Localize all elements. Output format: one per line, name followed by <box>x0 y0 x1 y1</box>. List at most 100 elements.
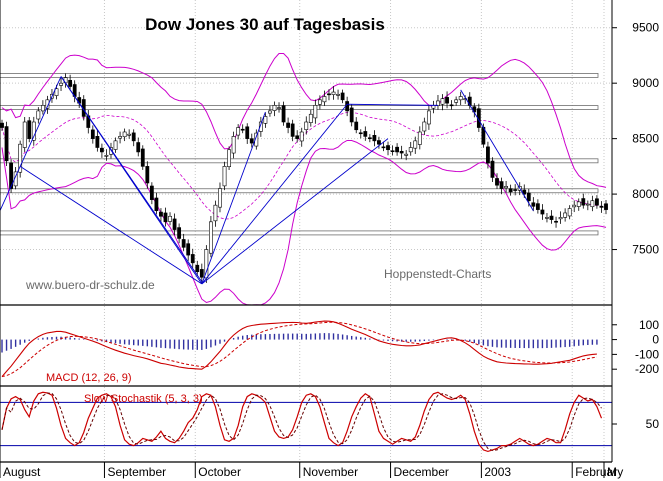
candle-body <box>236 127 241 136</box>
month-label: M <box>607 465 617 479</box>
candle-body <box>54 88 59 96</box>
candle-body <box>209 221 213 254</box>
candle-body <box>218 188 222 208</box>
candle-body <box>299 131 304 142</box>
candle-body <box>172 218 177 230</box>
trend-line <box>201 103 348 285</box>
candle-body <box>454 99 459 103</box>
candle-body <box>222 166 227 187</box>
source-credit: Hoppenstedt-Charts <box>384 267 491 281</box>
candle-body <box>395 146 399 153</box>
candle-body <box>100 147 104 153</box>
macd-tick-label: -100 <box>635 347 659 361</box>
candle-body <box>585 203 590 206</box>
candle-body <box>254 132 259 147</box>
candle-body <box>199 269 204 278</box>
candle-body <box>59 82 63 86</box>
candle-body <box>358 132 363 135</box>
candle-body <box>590 200 595 208</box>
candle-body <box>549 215 554 220</box>
month-label: December <box>394 465 449 479</box>
price-fan <box>0 76 534 285</box>
candle-body <box>313 105 318 119</box>
candle-body <box>567 208 572 217</box>
candle-body <box>458 96 463 101</box>
macd-line <box>1 320 597 377</box>
candle-body <box>159 211 163 217</box>
macd-tick-label: 100 <box>639 318 659 332</box>
trend-line <box>0 76 62 211</box>
support-resistance-level <box>0 158 599 164</box>
macd-panel <box>1 320 598 378</box>
price-tick-label: 9000 <box>632 76 659 90</box>
lower-band <box>1 140 607 306</box>
price-bands <box>1 53 607 306</box>
candle-body <box>140 148 145 167</box>
candle-body <box>363 131 368 137</box>
candle-body <box>340 92 345 101</box>
candle-body <box>281 105 286 123</box>
candle-body <box>258 121 263 132</box>
candle-body <box>45 99 50 109</box>
price-tick-label: 9500 <box>632 21 659 35</box>
candle-body <box>295 135 300 139</box>
candle-body <box>263 116 268 124</box>
candle-body <box>349 107 354 123</box>
candle-body <box>90 129 95 139</box>
candle-body <box>372 135 377 142</box>
candle-body <box>535 203 540 210</box>
candle-body <box>68 79 73 87</box>
month-label: November <box>303 465 358 479</box>
price-candles <box>0 73 608 284</box>
candle-body <box>595 198 599 206</box>
middle-band <box>1 112 607 220</box>
candle-body <box>145 166 150 184</box>
support-resistance-level <box>0 73 599 78</box>
candle-body <box>122 131 127 138</box>
candle-body <box>40 105 45 112</box>
stochastic-k-line <box>1 391 603 453</box>
candle-body <box>540 209 545 215</box>
candle-body <box>249 138 254 144</box>
candle-body <box>408 147 413 153</box>
price-tick-label: 8000 <box>632 187 659 201</box>
candle-body <box>95 136 100 148</box>
candle-body <box>367 137 372 140</box>
stoch-panel <box>0 391 612 453</box>
candle-body <box>213 204 218 222</box>
upper-band <box>1 53 607 188</box>
candle-body <box>336 93 340 96</box>
candle-body <box>436 100 440 106</box>
candle-body <box>554 220 558 223</box>
candle-body <box>154 197 159 212</box>
price-levels <box>0 73 599 236</box>
candle-body <box>513 189 518 191</box>
candle-body <box>599 205 604 208</box>
candle-body <box>426 110 431 125</box>
candle-body <box>445 97 449 104</box>
candle-body <box>545 217 549 219</box>
candle-body <box>572 204 577 208</box>
macd-signal-line <box>1 321 597 378</box>
candle-body <box>354 121 359 131</box>
candle-body <box>431 105 436 109</box>
trend-line <box>347 103 438 106</box>
candle-body <box>31 121 36 141</box>
candle-body <box>558 217 563 220</box>
candle-body <box>104 154 109 157</box>
candle-body <box>581 198 586 206</box>
candle-body <box>0 122 4 128</box>
candle-body <box>377 140 381 145</box>
candle-body <box>163 212 168 223</box>
candle-body <box>4 126 9 162</box>
candle-body <box>440 98 445 105</box>
candle-body <box>272 105 277 111</box>
stochastic-d-line <box>1 392 602 451</box>
candle-body <box>576 201 581 207</box>
candle-body <box>322 96 327 103</box>
candle-body <box>381 146 386 149</box>
trend-line <box>60 76 203 282</box>
candle-body <box>526 192 531 202</box>
candle-body <box>127 133 132 136</box>
